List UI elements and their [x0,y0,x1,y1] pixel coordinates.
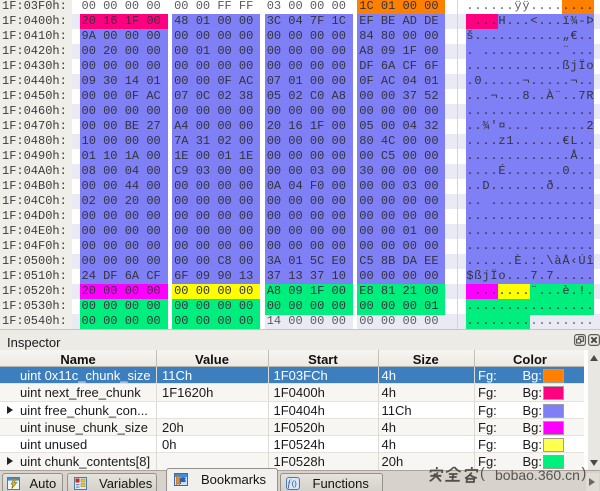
svg-text:(): () [292,479,297,488]
svg-text:f: f [288,478,292,488]
